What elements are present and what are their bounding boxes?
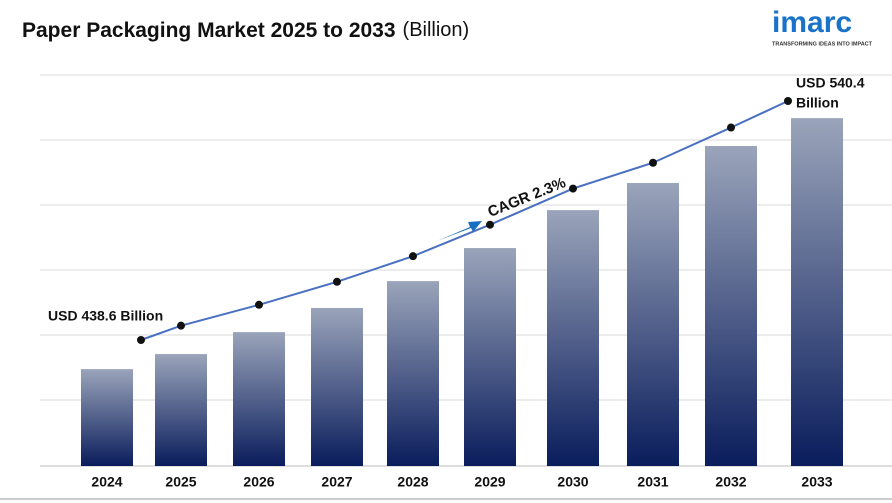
x-tick-label: 2024 [91, 474, 122, 490]
x-tick-label: 2028 [397, 474, 428, 490]
logo: imarc [772, 6, 852, 39]
bar [705, 146, 757, 466]
trend-point [569, 184, 577, 193]
grid [0, 74, 892, 500]
title-main: Paper Packaging Market 2025 to 2033 [22, 19, 396, 42]
bar [233, 332, 285, 466]
bar [547, 210, 599, 466]
trend-point [177, 321, 185, 330]
x-tick-label: 2033 [801, 474, 832, 490]
bar [81, 369, 133, 466]
trend-point [486, 220, 494, 229]
bar [387, 281, 439, 466]
x-tick-label: 2030 [557, 474, 588, 490]
start-label: USD 438.6 Billion [48, 308, 163, 324]
cagr-arrow [437, 221, 482, 241]
end-label: Billion [796, 95, 839, 111]
trend-point [137, 336, 145, 344]
x-tick-label: 2027 [321, 474, 352, 490]
trend-point [333, 277, 341, 286]
bar [311, 307, 363, 466]
trend-point [409, 252, 417, 261]
logo-tagline: TRANSFORMING IDEAS INTO IMPACT [772, 41, 873, 47]
bar [155, 354, 207, 466]
bar [627, 182, 679, 466]
bar [791, 118, 843, 466]
trend-point [649, 158, 657, 167]
x-tick-label: 2029 [474, 474, 505, 490]
bar [464, 248, 516, 466]
x-tick-label: 2025 [165, 474, 196, 490]
trend-point [784, 97, 792, 105]
trend-line [140, 100, 789, 341]
x-tick-label: 2031 [637, 474, 668, 490]
title-unit: (Billion) [403, 19, 470, 41]
x-tick-label: 2026 [243, 474, 274, 490]
trend-point [255, 300, 263, 309]
chart-title: Paper Packaging Market 2025 to 2033 (Bill… [22, 19, 469, 42]
trend-point [727, 123, 735, 132]
end-label: USD 540.4 [796, 75, 865, 91]
x-tick-label: 2032 [715, 474, 746, 490]
